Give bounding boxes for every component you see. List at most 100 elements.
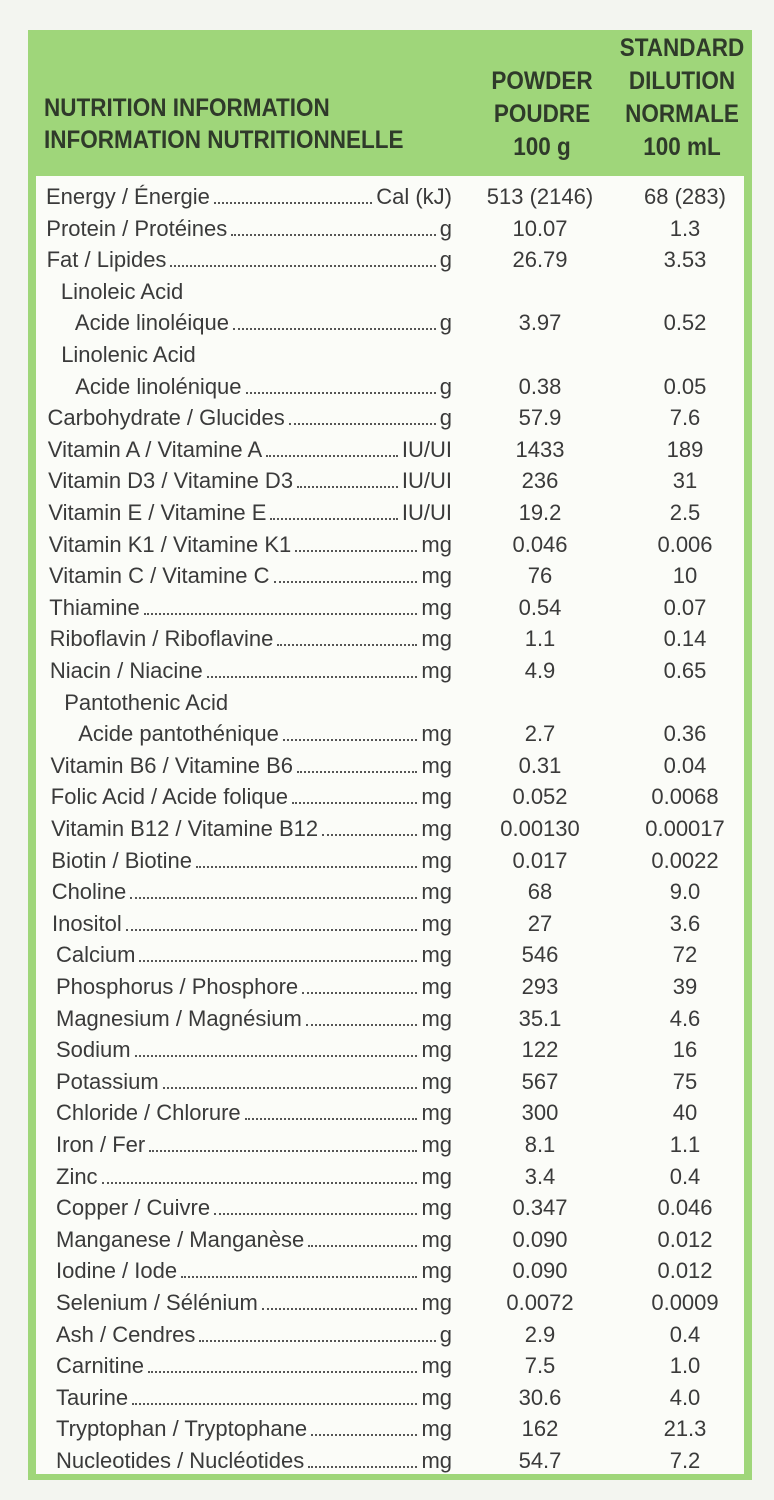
nutrient-line: Acide pantothénique mg	[78, 718, 452, 749]
powder-value: 1433	[515, 436, 565, 462]
nutrient-row: Fat / Lipides g	[47, 244, 452, 275]
dot-leader	[149, 1130, 418, 1152]
standard-value: 0.012	[657, 1258, 713, 1284]
nutrient-row: Acide linoléique g	[47, 307, 452, 338]
standard-value: 0.65	[663, 658, 707, 683]
nutrient-line: Folic Acid / Acide folique mg	[51, 781, 452, 812]
standard-value: 0.14	[663, 626, 707, 652]
dot-leader	[322, 814, 418, 836]
nutrient-name: Vitamin K1 / Vitamine K1	[48, 531, 292, 557]
nutrient-subname: Acide linoléique	[74, 310, 229, 336]
nutrient-row: Riboflavin / Riboflavine mg	[50, 623, 452, 654]
nutrient-row: Vitamin A / Vitamine A IU/UI	[48, 434, 452, 465]
unit: mg	[421, 1195, 452, 1221]
unit: g	[439, 247, 452, 273]
powder-value: 0.00130	[500, 816, 580, 841]
standard-value: 0.0009	[651, 1290, 719, 1315]
nutrient-line: Vitamin D3 / Vitamine D3 IU/UI	[48, 465, 452, 496]
powder-value: 76	[527, 563, 553, 589]
unit: mg	[421, 1100, 452, 1126]
unit: g	[439, 310, 452, 336]
unit: IU/UI	[401, 468, 452, 494]
nutrient-line: Nucleotides / Nucléotides mg	[56, 1445, 452, 1476]
standard-value: 0.0022	[651, 847, 719, 873]
nutrient-name: Nucleotides / Nucléotides	[56, 1448, 305, 1473]
nutrient-row: Zinc mg	[56, 1161, 452, 1192]
standard-value: 4.6	[669, 1005, 701, 1031]
standard-value: 1.1	[669, 1132, 701, 1157]
unit: mg	[421, 1132, 452, 1157]
unit: mg	[421, 531, 452, 557]
unit: mg	[421, 1448, 452, 1473]
nutrient-row: Acide linolénique g	[47, 371, 452, 402]
nutrient-name: Iodine / Iode	[56, 1258, 178, 1284]
nutrient-line: Carnitine mg	[56, 1350, 452, 1381]
nutrient-row: Inositol mg	[52, 908, 452, 939]
dot-leader	[213, 182, 373, 204]
nutrient-line: Fat / Lipides g	[47, 244, 452, 275]
nutrient-name: Calcium	[56, 942, 136, 968]
nutrient-name: Magnesium / Magnésium	[56, 1005, 302, 1031]
powder-value: 122	[521, 1037, 559, 1063]
standard-value: 0.36	[663, 721, 707, 747]
dot-leader	[199, 1320, 436, 1342]
powder-value: 26.79	[512, 247, 568, 273]
nutrient-subname: Acide linolénique	[75, 373, 242, 399]
column-header: 100 g	[513, 133, 571, 161]
nutrient-line: Ash / Cendres g	[56, 1319, 452, 1350]
powder-value: 567	[521, 1068, 559, 1094]
nutrient-name: Riboflavin / Riboflavine	[49, 626, 274, 652]
nutrient-line: Vitamin B12 / Vitamine B12 mg	[51, 813, 452, 844]
nutrient-line: Carbohydrate / Glucides g	[48, 402, 453, 433]
nutrient-row: Biotin / Biotine mg	[51, 845, 452, 876]
dot-leader	[181, 1256, 418, 1279]
nutrient-row: Acide pantothénique mg	[50, 718, 452, 749]
nutrient-row: Thiamine mg	[49, 592, 452, 623]
nutrient-name: Folic Acid / Acide folique	[50, 784, 289, 810]
nutrient-name: Manganese / Manganèse	[56, 1226, 305, 1252]
standard-value: 72	[672, 942, 698, 968]
nutrient-name: Niacin / Niacine	[49, 658, 203, 683]
unit: IU/UI	[401, 500, 452, 525]
nutrient-row: Chloride / Chlorure mg	[56, 1097, 452, 1128]
powder-value: 162	[521, 1416, 559, 1442]
standard-value: 4.0	[669, 1384, 701, 1410]
nutrient-line: Iron / Fer mg	[56, 1129, 452, 1160]
nutrient-line: Choline mg	[52, 876, 452, 907]
nutrient-name: Inositol	[52, 910, 122, 936]
powder-value: 236	[521, 468, 559, 494]
nutrient-line: Protein / Protéines g	[46, 213, 452, 244]
dot-leader	[261, 1288, 418, 1310]
nutrient-row: Niacin / Niacine mg	[50, 655, 452, 686]
dot-leader	[214, 1193, 418, 1216]
standard-value: 0.012	[657, 1226, 713, 1252]
nutrient-row: Manganese / Manganèse mg	[56, 1224, 452, 1255]
nutrient-line: Chloride / Chlorure mg	[56, 1097, 452, 1128]
nutrient-line: Vitamin K1 / Vitamine K1 mg	[49, 529, 452, 560]
unit: mg	[421, 974, 452, 999]
dot-leader	[282, 719, 418, 742]
nutrient-line: Inositol mg	[52, 908, 452, 939]
column-header: STANDARD	[619, 34, 745, 62]
nutrient-name: Selenium / Sélénium	[56, 1290, 258, 1315]
nutrient-row: Iodine / Iode mg	[56, 1255, 452, 1286]
nutrient-line: Copper / Cuivre mg	[56, 1192, 452, 1223]
powder-value: 54.7	[518, 1448, 562, 1473]
dot-leader	[196, 846, 418, 868]
nutrient-row: Ash / Cendres g	[56, 1319, 452, 1350]
nutrient-name: Vitamin B6 / Vitamine B6	[50, 752, 294, 778]
nutrient-row: Vitamin E / Vitamine E IU/UI	[48, 497, 452, 528]
standard-value: 31	[672, 468, 698, 494]
unit: mg	[421, 594, 452, 620]
standard-value: 16	[672, 1037, 698, 1063]
nutrient-row: Vitamin K1 / Vitamine K1 mg	[49, 529, 452, 560]
nutrient-line: Iodine / Iode mg	[56, 1255, 452, 1286]
standard-value: 1.0	[669, 1353, 701, 1379]
nutrient-name: Protein / Protéines	[46, 215, 228, 241]
nutrient-name: Iron / Fer	[56, 1132, 146, 1157]
dot-leader	[297, 466, 398, 489]
unit: mg	[421, 816, 452, 841]
title: INFORMATION NUTRITIONNELLE	[44, 126, 404, 154]
dot-leader	[101, 1162, 418, 1184]
standard-value: 189	[666, 436, 704, 462]
